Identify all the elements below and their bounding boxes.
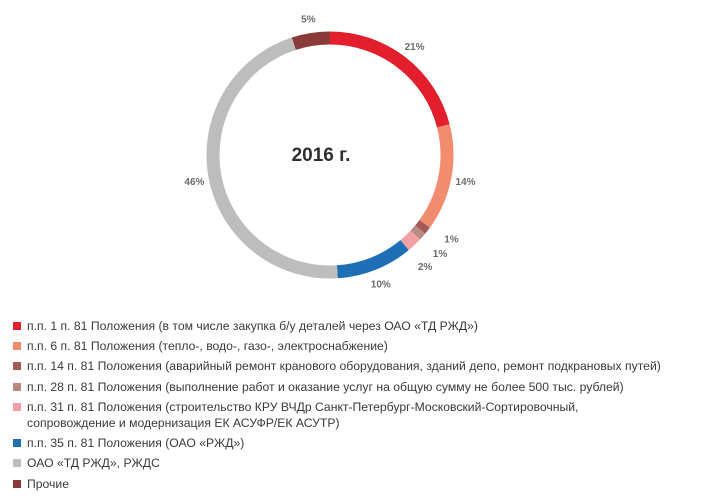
slice-label: 21% bbox=[405, 42, 425, 53]
legend-label: п.п. 6 п. 81 Положения (тепло-, водо-, г… bbox=[27, 339, 388, 354]
legend-label: п.п. 28 п. 81 Положения (выполнение рабо… bbox=[27, 379, 624, 394]
legend-swatch bbox=[13, 479, 21, 488]
slice-label: 5% bbox=[301, 15, 316, 26]
donut-chart: 21%14%1%1%2%10%46%5% 2016 г. bbox=[184, 15, 475, 291]
legend-item: п.п. 14 п. 81 Положения (аварийный ремон… bbox=[13, 358, 708, 374]
legend-swatch bbox=[13, 342, 21, 351]
slice-label: 1% bbox=[433, 249, 448, 260]
legend-item: п.п. 28 п. 81 Положения (выполнение рабо… bbox=[13, 379, 708, 395]
slice-label: 10% bbox=[371, 279, 391, 290]
legend-label: п.п. 1 п. 81 Положения (в том числе заку… bbox=[27, 319, 478, 333]
slice-label: 2% bbox=[418, 262, 433, 273]
legend-label: п.п. 31 п. 81 Положения (строительство К… bbox=[27, 399, 579, 431]
donut-slice bbox=[329, 31, 450, 128]
legend-swatch bbox=[13, 459, 21, 468]
slice-label: 1% bbox=[444, 234, 459, 245]
donut-slice bbox=[336, 240, 409, 279]
slice-label: 46% bbox=[184, 177, 204, 188]
donut-slices bbox=[206, 31, 454, 279]
legend-swatch bbox=[13, 322, 21, 330]
legend-item: ОАО «ТД РЖД», РЖДС bbox=[13, 455, 708, 471]
legend-item: п.п. 31 п. 81 Положения (строительство К… bbox=[13, 399, 647, 431]
legend-item: п.п. 35 п. 81 Положения (ОАО «РЖД») bbox=[13, 435, 708, 451]
legend-label: п.п. 35 п. 81 Положения (ОАО «РЖД») bbox=[27, 436, 245, 451]
legend-swatch bbox=[13, 382, 21, 391]
legend-label: ОАО «ТД РЖД», РЖДС bbox=[27, 456, 160, 471]
legend-swatch bbox=[13, 402, 21, 411]
legend-item: Прочие bbox=[13, 476, 708, 492]
donut-slice bbox=[206, 37, 338, 279]
slice-label: 14% bbox=[456, 177, 476, 188]
chart-title: 2016 г. bbox=[292, 145, 351, 166]
donut-slice bbox=[410, 225, 426, 240]
legend-label: п.п. 14 п. 81 Положения (аварийный ремон… bbox=[27, 359, 661, 374]
legend-label: Прочие bbox=[27, 476, 69, 491]
donut-slice bbox=[400, 230, 421, 251]
donut-slice bbox=[415, 219, 430, 234]
legend-item: п.п. 1 п. 81 Положения (в том числе заку… bbox=[13, 318, 708, 334]
legend: п.п. 1 п. 81 Положения (в том числе заку… bbox=[13, 318, 708, 496]
legend-item: п.п. 6 п. 81 Положения (тепло-, водо-, г… bbox=[13, 338, 708, 354]
slice-labels: 21%14%1%1%2%10%46%5% bbox=[184, 15, 475, 291]
donut-slice bbox=[291, 31, 331, 50]
donut-slice bbox=[419, 124, 454, 228]
legend-swatch bbox=[13, 362, 21, 371]
legend-swatch bbox=[13, 439, 21, 448]
